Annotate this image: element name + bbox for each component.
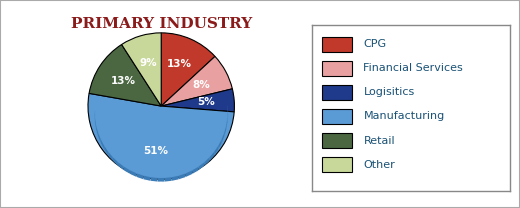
Polygon shape [210,152,214,161]
Text: 9%: 9% [139,58,157,68]
FancyBboxPatch shape [322,157,352,172]
Text: Logisitics: Logisitics [363,87,414,97]
Polygon shape [150,177,158,182]
Polygon shape [186,170,192,177]
Text: 51%: 51% [143,146,168,156]
Polygon shape [192,167,198,174]
Text: Financial Services: Financial Services [363,63,463,73]
FancyBboxPatch shape [322,133,352,148]
Polygon shape [226,119,227,129]
Polygon shape [108,152,113,161]
Text: Manufacturing: Manufacturing [363,111,445,121]
Polygon shape [218,140,222,149]
Wedge shape [89,45,161,106]
Polygon shape [98,133,101,143]
Text: 13%: 13% [167,59,192,69]
Polygon shape [214,146,218,155]
Polygon shape [137,173,143,179]
Polygon shape [179,173,186,179]
FancyBboxPatch shape [322,85,352,100]
Polygon shape [101,139,104,149]
Polygon shape [113,157,118,166]
FancyBboxPatch shape [322,109,352,124]
Text: Other: Other [363,160,395,170]
Polygon shape [118,162,124,170]
Polygon shape [222,133,224,143]
Polygon shape [165,177,172,182]
Polygon shape [104,146,108,155]
Text: Retail: Retail [363,136,395,146]
Polygon shape [204,157,210,166]
Text: CPG: CPG [363,39,386,49]
FancyBboxPatch shape [322,37,352,52]
Text: 13%: 13% [111,76,136,86]
Polygon shape [124,167,130,174]
Text: 5%: 5% [198,98,215,108]
Polygon shape [172,176,179,181]
Wedge shape [161,33,215,106]
Polygon shape [224,126,226,136]
Polygon shape [96,126,98,136]
Polygon shape [95,119,96,129]
Polygon shape [199,162,204,170]
Wedge shape [88,93,234,179]
Text: PRIMARY INDUSTRY: PRIMARY INDUSTRY [71,17,252,31]
Wedge shape [161,89,235,112]
Polygon shape [144,176,150,181]
Text: 8%: 8% [192,80,210,90]
FancyBboxPatch shape [322,61,352,76]
Wedge shape [122,33,161,106]
Polygon shape [130,170,136,177]
Polygon shape [158,178,164,182]
Wedge shape [161,56,232,106]
